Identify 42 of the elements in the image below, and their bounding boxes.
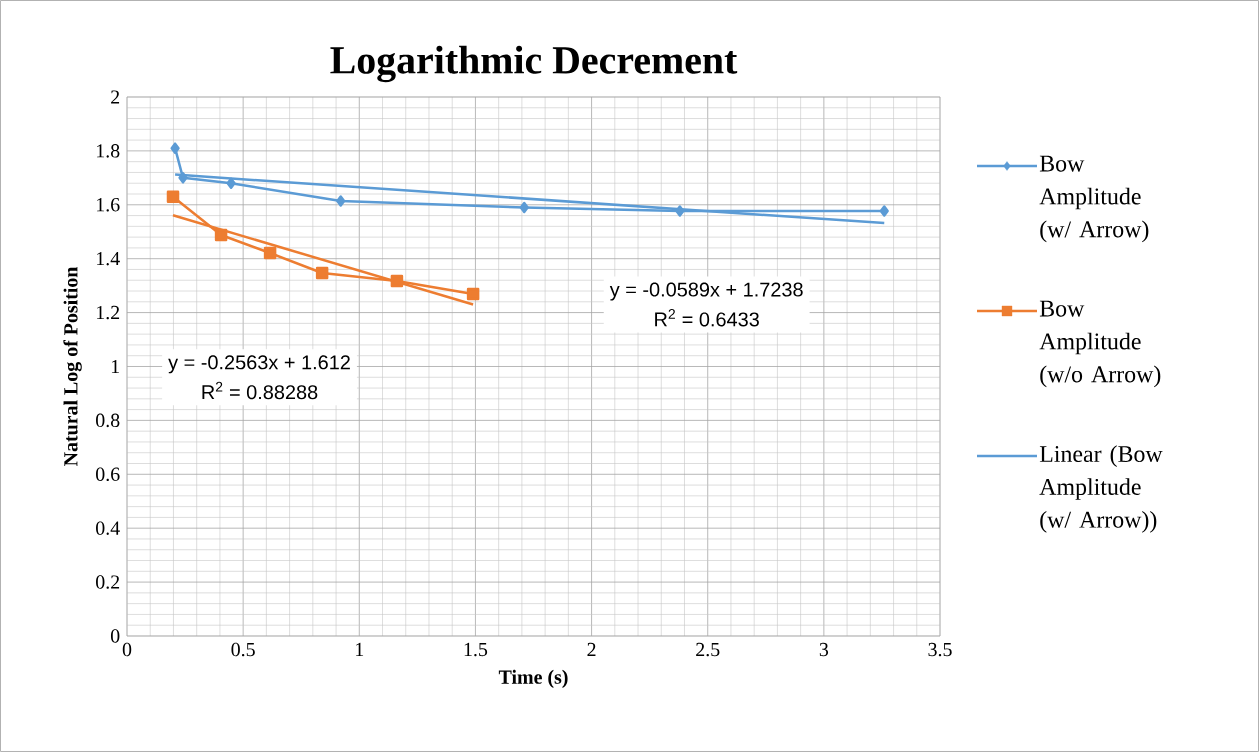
annotation: y = -0.0589x + 1.7238 xyxy=(609,282,803,301)
x-tick-label: 1.5 xyxy=(464,642,488,657)
legend-label: Bow Amplitude (w/o Arrow) xyxy=(1039,300,1161,388)
point xyxy=(226,177,236,189)
y-tick-label: 1.2 xyxy=(97,305,120,320)
point xyxy=(466,287,480,301)
point xyxy=(263,246,277,260)
y-tick-label: 1 xyxy=(111,359,119,374)
x-tick-label: 3.5 xyxy=(928,642,952,657)
point xyxy=(166,190,180,203)
point xyxy=(879,205,889,217)
y-tick-label: 0.6 xyxy=(96,467,120,482)
y-tick-label: 0.8 xyxy=(96,413,120,428)
x-tick-label: 0 xyxy=(122,642,132,657)
y-tick-label: 0.2 xyxy=(96,575,120,589)
point xyxy=(675,205,685,217)
x-tick-label: 2.5 xyxy=(696,642,720,657)
y-tick-label: 0.4 xyxy=(96,521,120,535)
x-tick-label: 3 xyxy=(819,642,829,657)
point xyxy=(170,142,180,154)
point xyxy=(390,274,404,288)
legend-label: Bow Amplitude (w/ Arrow) xyxy=(1039,155,1149,243)
point xyxy=(178,172,188,184)
legend-label: Linear (Bow Amplitude (w/ Arrow)) xyxy=(1039,445,1163,533)
point xyxy=(214,228,228,242)
y-tick-label: 2 xyxy=(111,90,120,104)
x-tick-label: 1 xyxy=(356,642,364,656)
annotation: y = -0.2563x + 1.612 xyxy=(168,355,350,374)
x-axis-title: Time (s) xyxy=(498,669,568,688)
point xyxy=(336,195,346,207)
y-tick-label: 1.4 xyxy=(97,251,120,266)
annotation: R$^{2}$ = 0.6433 xyxy=(655,309,759,327)
y-tick-label: 1.6 xyxy=(97,198,120,212)
x-tick-label: 0.5 xyxy=(231,642,255,657)
y-axis-title: Natural Log of Position xyxy=(63,266,82,467)
y-tick-label: 0 xyxy=(110,629,120,643)
chart-title: Logarithmic Decrement xyxy=(330,45,738,83)
annotation: R$^{2}$ = 0.88288 xyxy=(202,381,318,400)
x-tick-label: 2 xyxy=(587,642,596,657)
y-tick-label: 1.8 xyxy=(97,144,120,158)
point xyxy=(519,201,529,214)
point xyxy=(315,266,329,280)
